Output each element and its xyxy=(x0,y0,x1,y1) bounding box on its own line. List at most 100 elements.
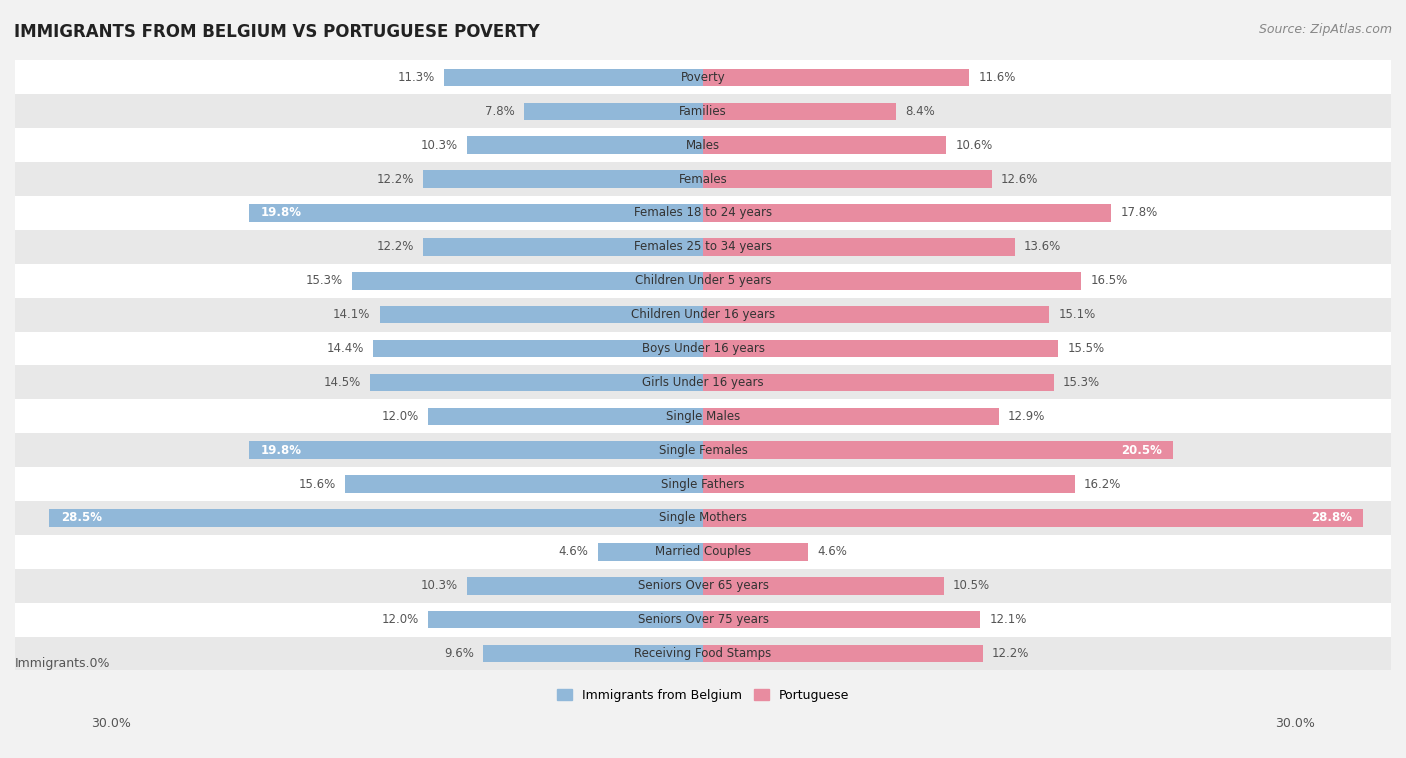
Text: 4.6%: 4.6% xyxy=(558,545,588,559)
Text: 10.5%: 10.5% xyxy=(953,579,990,592)
Text: 9.6%: 9.6% xyxy=(444,647,474,660)
Bar xyxy=(444,69,703,86)
Text: Females 25 to 34 years: Females 25 to 34 years xyxy=(634,240,772,253)
Bar xyxy=(370,374,703,391)
Text: Children Under 5 years: Children Under 5 years xyxy=(634,274,772,287)
Text: 12.2%: 12.2% xyxy=(377,240,413,253)
Text: 16.2%: 16.2% xyxy=(1084,478,1121,490)
Text: 28.5%: 28.5% xyxy=(60,512,101,525)
Bar xyxy=(15,331,1391,365)
Text: Seniors Over 75 years: Seniors Over 75 years xyxy=(637,613,769,626)
Bar xyxy=(423,171,703,188)
Bar xyxy=(427,611,703,628)
Bar xyxy=(373,340,703,357)
Bar xyxy=(15,162,1391,196)
Text: 12.0%: 12.0% xyxy=(381,410,419,423)
Text: 12.0%: 12.0% xyxy=(381,613,419,626)
Bar xyxy=(15,264,1391,298)
Text: 14.5%: 14.5% xyxy=(323,376,361,389)
Bar xyxy=(15,94,1391,128)
Text: 28.8%: 28.8% xyxy=(1310,512,1353,525)
Bar xyxy=(249,204,703,222)
Bar xyxy=(703,509,1364,527)
Bar xyxy=(15,365,1391,399)
Text: 14.1%: 14.1% xyxy=(333,309,370,321)
Text: 10.3%: 10.3% xyxy=(420,139,457,152)
Bar xyxy=(427,408,703,425)
Text: 19.8%: 19.8% xyxy=(260,443,301,457)
Text: Receiving Food Stamps: Receiving Food Stamps xyxy=(634,647,772,660)
Text: 15.3%: 15.3% xyxy=(307,274,343,287)
Bar xyxy=(467,136,703,154)
Bar xyxy=(703,69,969,86)
Bar xyxy=(15,434,1391,467)
Bar xyxy=(15,230,1391,264)
Text: IMMIGRANTS FROM BELGIUM VS PORTUGUESE POVERTY: IMMIGRANTS FROM BELGIUM VS PORTUGUESE PO… xyxy=(14,23,540,41)
Bar xyxy=(15,568,1391,603)
Text: Seniors Over 65 years: Seniors Over 65 years xyxy=(637,579,769,592)
Text: 30.0%: 30.0% xyxy=(91,717,131,731)
Text: 12.2%: 12.2% xyxy=(993,647,1029,660)
Bar xyxy=(703,238,1015,255)
Bar xyxy=(15,501,1391,535)
Text: 8.4%: 8.4% xyxy=(905,105,935,117)
Text: Children Under 16 years: Children Under 16 years xyxy=(631,309,775,321)
Text: Females: Females xyxy=(679,173,727,186)
Text: Married Couples: Married Couples xyxy=(655,545,751,559)
Text: 10.6%: 10.6% xyxy=(955,139,993,152)
Text: 15.5%: 15.5% xyxy=(1067,342,1105,355)
Text: Single Mothers: Single Mothers xyxy=(659,512,747,525)
Bar xyxy=(15,535,1391,568)
Text: Families: Families xyxy=(679,105,727,117)
Text: 14.4%: 14.4% xyxy=(326,342,364,355)
Text: Single Fathers: Single Fathers xyxy=(661,478,745,490)
Bar xyxy=(598,543,703,561)
Legend: Immigrants from Belgium, Portuguese: Immigrants from Belgium, Portuguese xyxy=(551,684,855,707)
Bar xyxy=(15,298,1391,331)
Text: 7.8%: 7.8% xyxy=(485,105,515,117)
Text: 13.6%: 13.6% xyxy=(1024,240,1062,253)
Bar xyxy=(15,399,1391,434)
Bar xyxy=(15,467,1391,501)
Bar xyxy=(49,509,703,527)
Text: 15.6%: 15.6% xyxy=(299,478,336,490)
Bar xyxy=(15,61,1391,94)
Text: 15.3%: 15.3% xyxy=(1063,376,1099,389)
Bar xyxy=(703,374,1054,391)
Bar xyxy=(703,340,1059,357)
Bar xyxy=(15,128,1391,162)
Bar xyxy=(703,171,993,188)
Bar xyxy=(352,272,703,290)
Text: Immigrants.0%: Immigrants.0% xyxy=(15,657,111,671)
Bar xyxy=(423,238,703,255)
Bar xyxy=(703,408,998,425)
Text: Males: Males xyxy=(686,139,720,152)
Bar xyxy=(703,102,896,120)
Text: Single Males: Single Males xyxy=(666,410,740,423)
Text: 10.3%: 10.3% xyxy=(420,579,457,592)
Text: 20.5%: 20.5% xyxy=(1121,443,1161,457)
Text: 11.6%: 11.6% xyxy=(979,71,1015,84)
Bar xyxy=(346,475,703,493)
Bar xyxy=(703,543,808,561)
Bar xyxy=(15,637,1391,671)
Bar xyxy=(703,577,943,594)
Text: 16.5%: 16.5% xyxy=(1091,274,1128,287)
Bar xyxy=(703,645,983,662)
Bar xyxy=(703,272,1081,290)
Bar xyxy=(524,102,703,120)
Bar xyxy=(703,305,1049,324)
Bar xyxy=(15,603,1391,637)
Text: Source: ZipAtlas.com: Source: ZipAtlas.com xyxy=(1258,23,1392,36)
Text: Single Females: Single Females xyxy=(658,443,748,457)
Bar xyxy=(467,577,703,594)
Text: 15.1%: 15.1% xyxy=(1059,309,1095,321)
Bar xyxy=(703,611,980,628)
Text: 4.6%: 4.6% xyxy=(818,545,848,559)
Text: Poverty: Poverty xyxy=(681,71,725,84)
Bar xyxy=(15,196,1391,230)
Bar xyxy=(380,305,703,324)
Text: 12.9%: 12.9% xyxy=(1008,410,1046,423)
Text: 17.8%: 17.8% xyxy=(1121,206,1157,220)
Bar xyxy=(703,204,1111,222)
